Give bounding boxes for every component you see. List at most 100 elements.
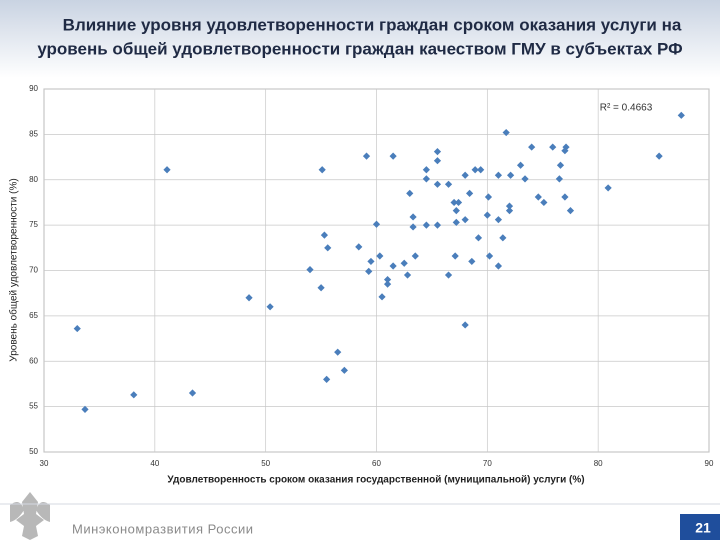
point [188, 389, 197, 397]
point [461, 171, 469, 179]
point [505, 207, 514, 215]
point [422, 221, 430, 229]
point [452, 207, 460, 215]
annotation: R² = 0.4663 [600, 103, 653, 114]
y-tick-label: 60 [29, 356, 38, 365]
point [502, 128, 510, 137]
point [604, 184, 612, 192]
x-tick-label: 80 [594, 459, 603, 468]
point [505, 202, 514, 210]
point [317, 284, 325, 292]
point [422, 166, 430, 174]
point [324, 244, 332, 252]
point [389, 152, 397, 160]
point [507, 171, 515, 179]
point [540, 198, 548, 207]
point [367, 257, 375, 266]
point [477, 166, 485, 174]
header-band [0, 0, 720, 78]
point [409, 223, 417, 231]
y-tick-label: 75 [29, 220, 38, 229]
y-tick-label: 55 [29, 402, 38, 411]
point [549, 143, 557, 151]
point [422, 175, 430, 183]
point [466, 189, 474, 197]
point [499, 234, 507, 242]
point [461, 321, 469, 329]
point [555, 175, 563, 183]
point [468, 257, 476, 266]
point [450, 198, 458, 207]
y-tick-label: 65 [29, 311, 38, 320]
title-line: уровень общей удовлетворенности граждан … [37, 39, 682, 58]
point [378, 293, 386, 301]
point [409, 213, 417, 221]
point [444, 180, 453, 188]
point [383, 275, 392, 284]
x-tick-label: 40 [150, 459, 159, 468]
page-number-box [680, 514, 720, 540]
point [433, 148, 442, 156]
point [433, 157, 442, 165]
point [655, 152, 663, 160]
point [471, 166, 479, 174]
point [556, 161, 565, 169]
point [483, 211, 491, 219]
point [163, 166, 171, 174]
point [485, 252, 494, 260]
x-tick-label: 90 [705, 459, 714, 468]
point [433, 180, 442, 188]
x-tick-label: 50 [261, 459, 270, 468]
point [461, 216, 469, 224]
point [81, 405, 89, 413]
point [266, 303, 274, 311]
point [494, 262, 503, 270]
y-tick-label: 80 [29, 175, 38, 184]
point [516, 161, 525, 169]
point [562, 143, 570, 151]
x-tick-label: 60 [372, 459, 381, 468]
point [372, 220, 381, 228]
point [362, 152, 371, 160]
point [494, 216, 503, 224]
point [130, 391, 138, 399]
point [561, 147, 569, 155]
point [365, 267, 373, 276]
point [400, 259, 408, 267]
point [323, 375, 331, 383]
point [494, 171, 503, 179]
y-tick-label: 90 [29, 84, 38, 93]
title-line: Влияние уровня удовлетворенности граждан… [63, 15, 682, 34]
point [73, 324, 81, 333]
point [452, 218, 460, 227]
point [318, 166, 326, 174]
point [521, 175, 529, 183]
point [411, 252, 419, 260]
y-tick-label: 70 [29, 266, 38, 275]
point [340, 366, 348, 374]
point [534, 193, 542, 201]
point [406, 189, 414, 197]
point [383, 280, 392, 288]
point [334, 348, 342, 356]
point [484, 193, 493, 201]
point [355, 243, 363, 251]
point [454, 198, 463, 207]
footer-org: Минэкономразвития России [72, 521, 253, 536]
page-number: 21 [695, 520, 711, 536]
point [474, 234, 483, 242]
point [561, 193, 569, 201]
point [451, 252, 459, 260]
y-tick-label: 85 [29, 129, 38, 138]
x-tick-label: 30 [40, 459, 49, 468]
x-tick-label: 70 [483, 459, 492, 468]
x-axis-label: Удовлетворенность сроком оказания госуда… [167, 475, 584, 486]
point [245, 294, 253, 302]
point [306, 265, 314, 274]
point [677, 111, 685, 119]
point [389, 262, 397, 270]
point [403, 271, 412, 279]
y-tick-label: 50 [29, 447, 38, 456]
point [376, 252, 384, 260]
